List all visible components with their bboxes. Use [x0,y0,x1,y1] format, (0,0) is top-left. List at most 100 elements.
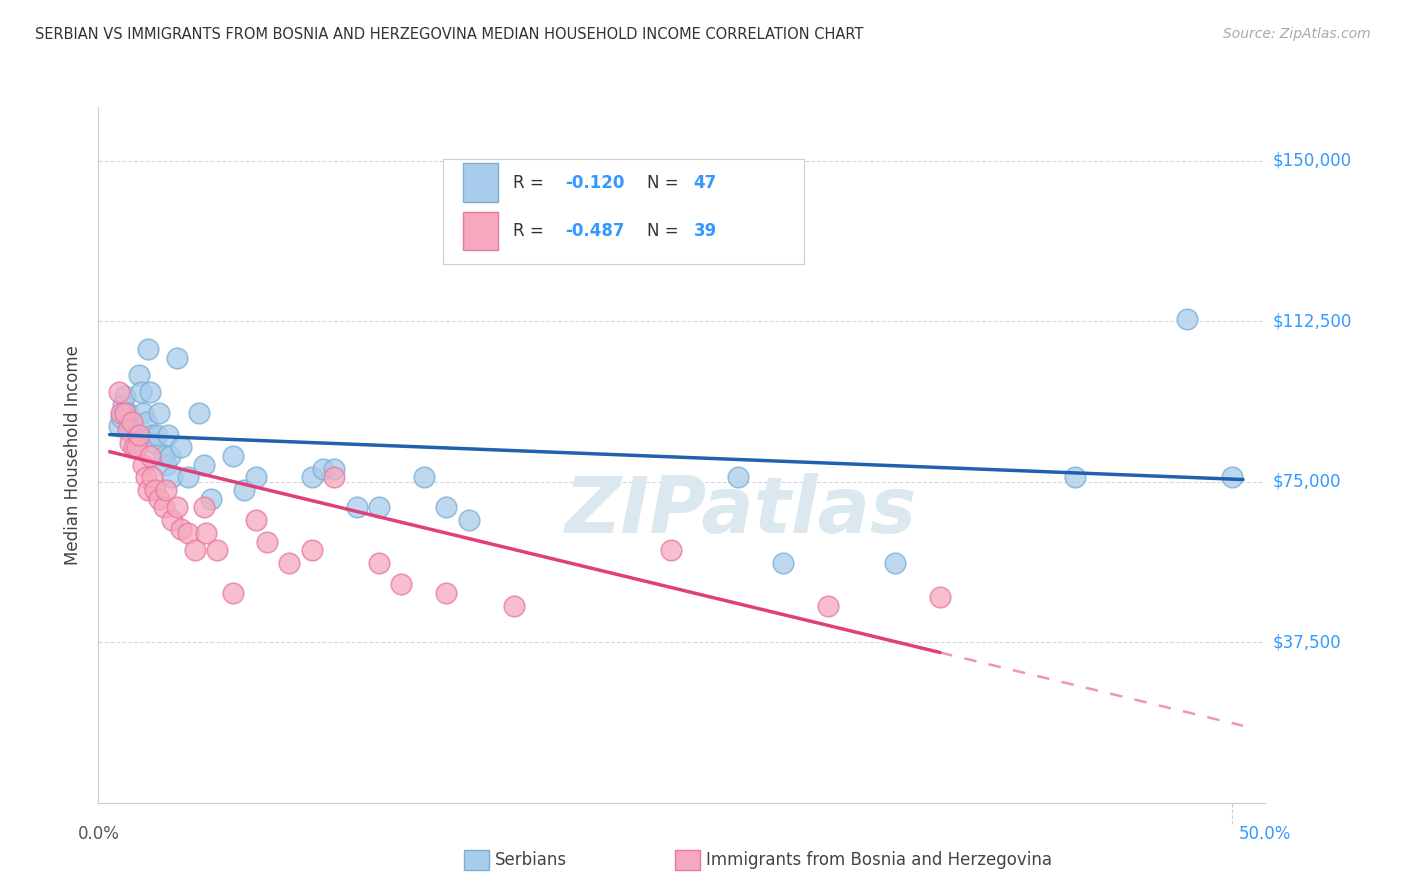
Point [121,423,143,437]
Point [233,483,256,498]
Point [110,410,132,425]
Point [222,449,245,463]
Point [323,470,346,484]
Bar [463,163,498,202]
Point [884,556,907,570]
Point [124,441,146,455]
Point [457,513,479,527]
Point [162,470,184,484]
Text: SERBIAN VS IMMIGRANTS FROM BOSNIA AND HERZEGOVINA MEDIAN HOUSEHOLD INCOME CORREL: SERBIAN VS IMMIGRANTS FROM BOSNIA AND HE… [35,27,863,42]
Point [152,500,174,515]
Point [207,543,229,558]
Text: -0.487: -0.487 [565,222,624,240]
Point [166,500,188,515]
Point [170,522,193,536]
Point [141,427,163,442]
Point [148,491,170,506]
Point [124,427,146,442]
Point [125,441,148,455]
Point [170,441,193,455]
Point [129,384,152,399]
Point [177,526,200,541]
Point [146,427,169,442]
Point [141,470,163,484]
Point [278,556,301,570]
Point [929,591,952,605]
Text: Immigrants from Bosnia and Herzegovina: Immigrants from Bosnia and Herzegovina [706,851,1052,869]
Text: -0.120: -0.120 [565,174,624,192]
Text: $150,000: $150,000 [1272,152,1351,169]
Text: N =: N = [647,174,683,192]
Text: $75,000: $75,000 [1272,473,1341,491]
Point [156,427,179,442]
Point [368,556,391,570]
Point [107,384,129,399]
Text: R =: R = [513,222,548,240]
Point [323,462,346,476]
Point [301,543,323,558]
Point [195,526,218,541]
Point [434,500,457,515]
Point [135,470,157,484]
Text: Serbians: Serbians [495,851,567,869]
Text: N =: N = [647,222,683,240]
Point [114,406,136,420]
Point [143,483,166,498]
Point [434,586,457,600]
Point [136,483,159,498]
Point [128,427,150,442]
Point [412,470,434,484]
Point [256,534,278,549]
Point [200,491,222,506]
Text: 0.0%: 0.0% [77,825,120,843]
Point [118,419,141,434]
Point [148,406,170,420]
Point [389,577,412,591]
Text: $112,500: $112,500 [1272,312,1351,330]
Y-axis label: Median Household Income: Median Household Income [65,345,83,565]
Point [312,462,335,476]
Text: ZIPatlas: ZIPatlas [564,473,917,549]
Text: 47: 47 [693,174,717,192]
Point [772,556,794,570]
Point [346,500,368,515]
Point [117,423,139,437]
Point [121,415,143,429]
Point [143,436,166,450]
Bar [463,212,498,251]
Point [112,398,135,412]
Point [155,483,177,498]
FancyBboxPatch shape [443,159,804,263]
Text: 50.0%: 50.0% [1239,825,1292,843]
Point [128,368,150,382]
Text: R =: R = [513,174,548,192]
Point [132,406,155,420]
Point [166,351,188,365]
Point [136,342,159,356]
Point [301,470,323,484]
Point [162,513,184,527]
Point [132,458,155,472]
Point [139,449,162,463]
Point [125,436,148,450]
Point [155,458,177,472]
Text: $37,500: $37,500 [1272,633,1341,651]
Point [177,470,200,484]
Text: 39: 39 [693,222,717,240]
Point [727,470,749,484]
Point [368,500,391,515]
Point [107,419,129,434]
Point [184,543,207,558]
Point [193,500,215,515]
Point [245,470,267,484]
Point [114,389,136,403]
Point [159,449,181,463]
Point [1063,470,1085,484]
Text: Source: ZipAtlas.com: Source: ZipAtlas.com [1223,27,1371,41]
Point [659,543,682,558]
Point [110,406,132,420]
Point [502,599,524,613]
Point [139,384,162,399]
Point [817,599,839,613]
Point [245,513,267,527]
